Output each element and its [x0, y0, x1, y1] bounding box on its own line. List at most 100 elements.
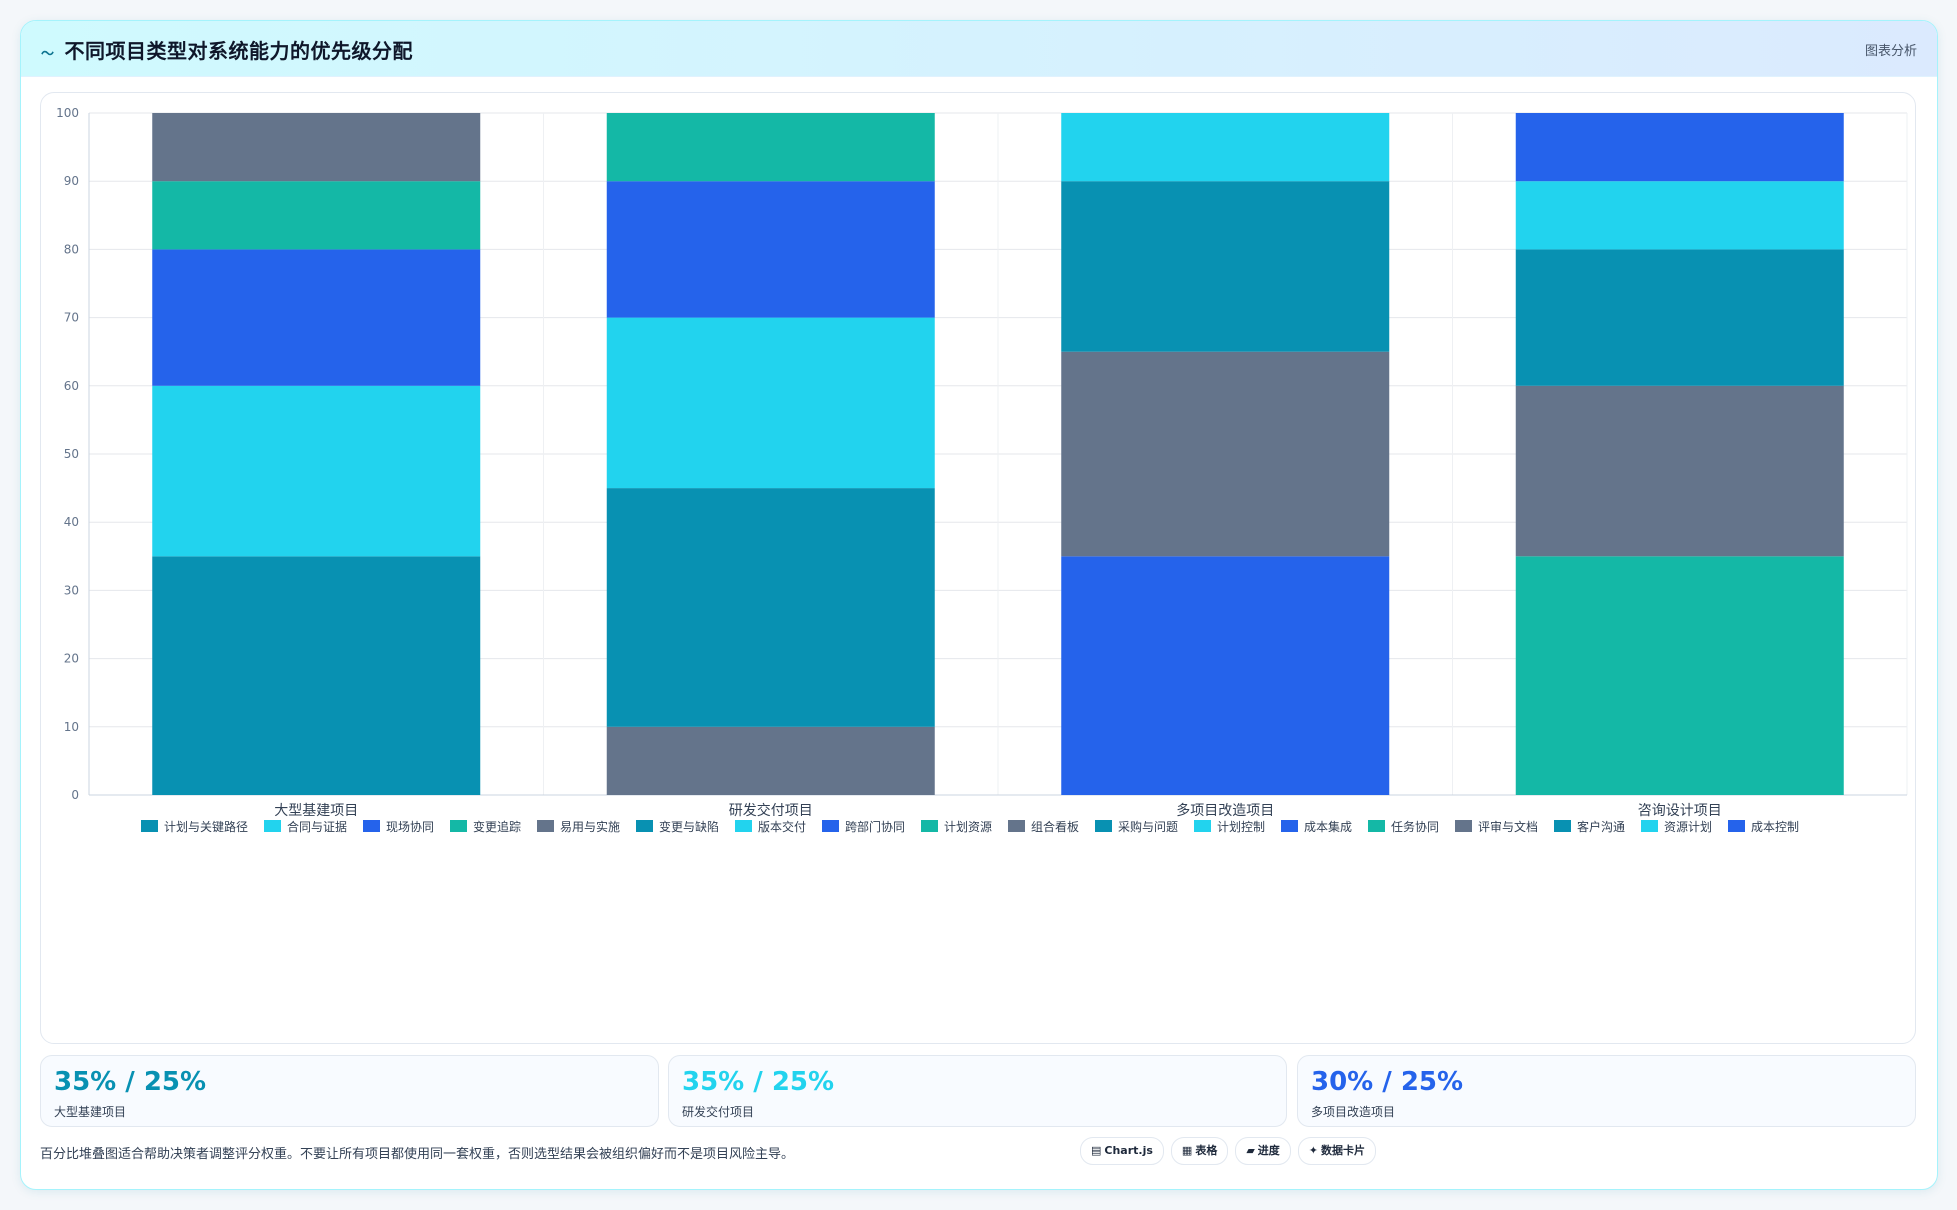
table-icon: ▦: [1181, 1144, 1193, 1157]
y-tick-label: 30: [64, 583, 79, 597]
y-tick-label: 80: [64, 242, 79, 256]
legend-swatch: [363, 820, 380, 832]
legend-swatch: [141, 820, 158, 832]
legend-item: 变更与缺陷: [659, 819, 719, 834]
legend-item: 合同与证据: [287, 819, 347, 834]
bar-segment: [1061, 351, 1390, 557]
legend-swatch: [636, 820, 653, 832]
stat-value: 35% / 25%: [682, 1067, 835, 1097]
card-header: 〜不同项目类型对系统能力的优先级分配 图表分析: [21, 21, 1937, 77]
legend-item: 成本控制: [1751, 820, 1799, 834]
y-tick-label: 70: [64, 311, 79, 325]
legend-swatch: [735, 820, 752, 832]
legend-swatch: [1368, 820, 1385, 832]
legend-swatch: [1095, 820, 1112, 832]
legend-item: 计划控制: [1217, 820, 1265, 834]
chip-progress[interactable]: ▰ 进度: [1235, 1137, 1291, 1165]
y-tick-label: 100: [56, 106, 79, 120]
sparkle-icon: ✦: [1308, 1144, 1319, 1157]
bar-segment: [152, 556, 481, 795]
legend-item: 现场协同: [386, 819, 434, 834]
chip-label: 数据卡片: [1321, 1144, 1366, 1157]
chip-label: Chart.js: [1104, 1144, 1153, 1157]
x-category-label: 研发交付项目: [729, 802, 813, 819]
bar-segment: [1515, 556, 1844, 795]
legend-item: 客户沟通: [1577, 819, 1625, 834]
x-category-label: 大型基建项目: [274, 802, 358, 819]
bar-segment: [1515, 113, 1844, 182]
legend-item: 版本交付: [758, 819, 806, 834]
bar-segment: [606, 317, 935, 489]
bar-segment: [1515, 181, 1844, 250]
legend-item: 计划资源: [944, 820, 992, 834]
bar-segment: [1515, 385, 1844, 557]
legend-item: 变更追踪: [473, 819, 521, 834]
chart-title: 〜不同项目类型对系统能力的优先级分配: [41, 35, 413, 64]
stat-card-multi-project: 30% / 25% 多项目改造项目: [1297, 1055, 1916, 1127]
legend-item: 易用与实施: [560, 819, 620, 834]
bar-segment: [1515, 249, 1844, 386]
legend-item: 计划与关键路径: [164, 819, 248, 834]
legend-item: 任务协同: [1391, 819, 1439, 834]
y-tick-label: 0: [71, 788, 79, 802]
stat-label: 多项目改造项目: [1311, 1105, 1396, 1119]
x-category-label: 多项目改造项目: [1176, 802, 1274, 819]
stat-card-rd-delivery: 35% / 25% 研发交付项目: [668, 1055, 1287, 1127]
legend-swatch: [264, 820, 281, 832]
stat-value: 35% / 25%: [54, 1067, 207, 1097]
chart-card: 〜不同项目类型对系统能力的优先级分配 图表分析 0 10 20 30 40 50 60 70 8…: [20, 20, 1938, 1190]
progress-icon: ▰: [1246, 1144, 1255, 1157]
legend-swatch: [1008, 820, 1025, 832]
bar-segment: [152, 113, 481, 182]
chart-icon: ▤: [1091, 1144, 1102, 1157]
y-tick-label: 10: [64, 720, 79, 734]
chip-chartjs[interactable]: ▤ Chart.js: [1080, 1137, 1164, 1165]
tech-chips: ▤ Chart.js ▦ 表格 ▰ 进度 ✦ 数据卡片: [1080, 1137, 1383, 1165]
y-tick-label: 20: [64, 652, 79, 666]
bar-segment: [606, 488, 935, 727]
bar-segment: [152, 385, 481, 557]
legend-item: 采购与问题: [1118, 819, 1178, 834]
legend-item: 评审与文档: [1478, 819, 1538, 834]
bar-segment: [606, 181, 935, 318]
stat-card-infrastructure: 35% / 25% 大型基建项目: [40, 1055, 659, 1127]
bar-segment: [606, 113, 935, 182]
stat-label: 大型基建项目: [54, 1105, 127, 1119]
legend-swatch: [1728, 820, 1745, 832]
legend-item: 跨部门协同: [845, 819, 905, 834]
legend-item: 资源计划: [1664, 820, 1712, 834]
bar-segment: [1061, 556, 1390, 795]
legend-swatch: [1455, 820, 1472, 832]
stacked-bar-chart: 0 10 20 30 40 50 60 70 80 90 100 大型基建项目 研发交付项目 多项目改造项…: [56, 106, 1908, 834]
chip-label: 进度: [1257, 1144, 1280, 1157]
footer-note: 百分比堆叠图适合帮助决策者调整评分权重。不要让所有项目都使用同一套权重，否则选型…: [40, 1147, 795, 1162]
legend-item: 成本集成: [1304, 819, 1352, 834]
legend-swatch: [1554, 820, 1571, 832]
chart-line-icon: 〜: [41, 47, 55, 62]
bar-segment: [1061, 113, 1390, 182]
legend-swatch: [1194, 820, 1211, 832]
legend-swatch: [1281, 820, 1298, 832]
chart-title-text: 不同项目类型对系统能力的优先级分配: [64, 39, 414, 63]
x-category-label: 咨询设计项目: [1638, 803, 1722, 819]
stat-value: 30% / 25%: [1311, 1067, 1464, 1097]
bar-segment: [606, 726, 935, 795]
chip-label: 表格: [1195, 1144, 1218, 1157]
chart-area: 0 10 20 30 40 50 60 70 80 90 100 大型基建项目 研发交付项目 多项目改造项…: [40, 92, 1916, 1044]
y-tick-label: 60: [64, 379, 79, 393]
legend-swatch: [537, 820, 554, 832]
legend-swatch: [1641, 820, 1658, 832]
bar-segment: [152, 249, 481, 386]
y-tick-label: 90: [64, 174, 79, 188]
chip-data-card[interactable]: ✦ 数据卡片: [1297, 1137, 1377, 1165]
stat-label: 研发交付项目: [682, 1105, 755, 1119]
y-tick-label: 50: [64, 447, 79, 461]
stats-row: 35% / 25% 大型基建项目 35% / 25% 研发交付项目 30% / …: [40, 1055, 1916, 1127]
bar-segment: [1061, 181, 1390, 352]
legend-swatch: [921, 820, 938, 832]
chip-table[interactable]: ▦ 表格: [1170, 1137, 1229, 1165]
legend-swatch: [450, 820, 467, 832]
bar-segment: [152, 181, 481, 250]
y-tick-label: 40: [64, 515, 79, 529]
chart-analysis-link[interactable]: 图表分析: [1864, 44, 1917, 59]
